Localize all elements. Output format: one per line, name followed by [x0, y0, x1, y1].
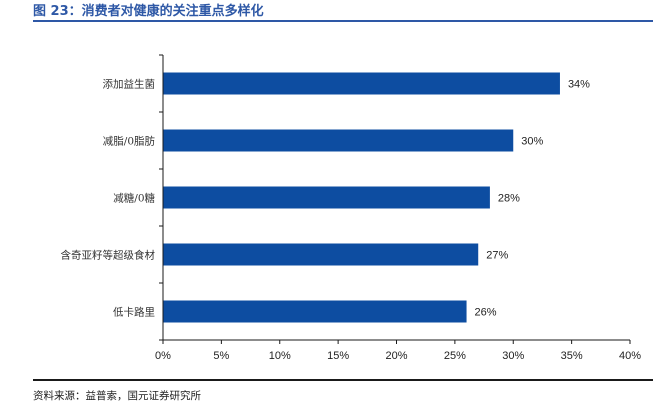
value-label: 27% [486, 250, 508, 262]
category-label: 添加益生菌 [103, 78, 156, 91]
x-tick-label: 40% [619, 350, 641, 362]
value-label: 34% [568, 79, 590, 91]
x-tick-label: 5% [213, 350, 229, 362]
value-label: 28% [498, 193, 520, 205]
x-tick-label: 25% [444, 350, 466, 362]
x-tick-label: 35% [561, 350, 583, 362]
value-labels-group: 34% 30% 28% 27% 26% [475, 79, 591, 319]
bar [163, 243, 479, 266]
bars-group [163, 72, 560, 323]
value-label: 30% [521, 136, 543, 148]
bar [163, 72, 560, 95]
category-label: 减脂/0脂肪 [103, 135, 156, 148]
category-label: 含奇亚籽等超级食材 [61, 249, 156, 262]
bar [163, 300, 467, 323]
title-divider [33, 20, 653, 22]
figure-title: 图 23：消费者对健康的关注重点多样化 [33, 4, 264, 19]
x-ticks-group: 0% 5% 10% 15% 20% 25% 30% 35% 40% [155, 54, 641, 362]
category-label: 低卡路里 [113, 306, 155, 319]
x-tick-label: 20% [385, 350, 407, 362]
category-label: 减糖/0糖 [113, 192, 155, 205]
x-tick-label: 10% [269, 350, 291, 362]
x-tick-label: 30% [502, 350, 524, 362]
value-label: 26% [475, 307, 497, 319]
bar [163, 129, 514, 152]
bar [163, 186, 490, 209]
source-note: 资料来源：益普索，国元证券研究所 [33, 390, 201, 402]
x-tick-label: 15% [327, 350, 349, 362]
footer-divider [33, 379, 653, 381]
x-tick-label: 0% [155, 350, 171, 362]
